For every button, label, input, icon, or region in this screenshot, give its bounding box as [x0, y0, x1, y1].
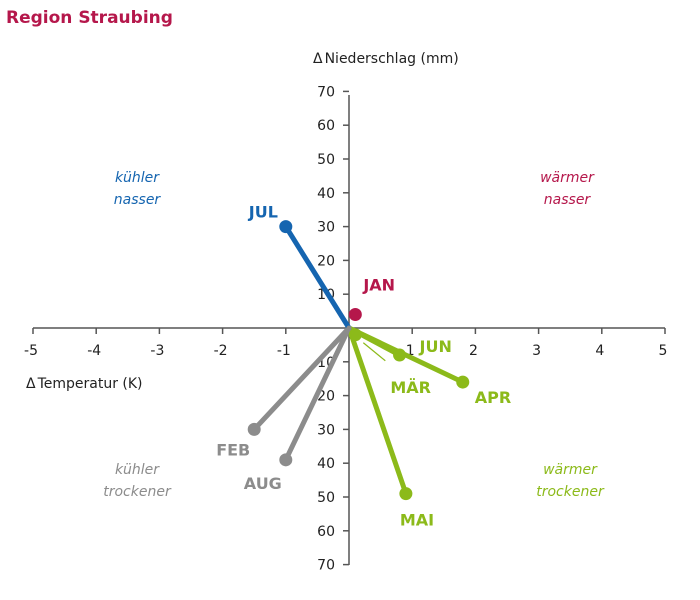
y-tick-label: 60	[317, 118, 335, 134]
vector-line-aug	[283, 325, 352, 463]
y-tick-label: 60	[317, 524, 335, 540]
y-axis-title: Δ Niederschlag (mm)	[313, 51, 459, 67]
y-tick-label: 30	[317, 422, 335, 438]
y-tick-label: 50	[317, 152, 335, 168]
label-jun: JUN	[419, 337, 452, 356]
quadrant-bottom-right-line1: wärmer	[543, 462, 598, 478]
x-axis-delta: Δ	[26, 376, 36, 392]
x-tick-label: -1	[277, 343, 291, 359]
y-tick-label: 50	[317, 490, 335, 506]
x-tick-label: 3	[532, 343, 541, 359]
chart-title: Region Straubing	[6, 8, 173, 28]
point-apr	[456, 375, 470, 389]
x-axis-label: Temperatur (K)	[37, 376, 143, 392]
point-aug	[279, 453, 293, 467]
point-mai	[399, 487, 413, 501]
quadrant-bottom-left-line2: trockener	[103, 484, 172, 500]
x-tick-label: 4	[595, 343, 604, 359]
x-tick-label: -3	[150, 343, 164, 359]
point-labels: JAN FEB MÄR APR MAI JUN JUL AUG	[216, 203, 511, 530]
leader-line-maer	[362, 342, 386, 362]
y-tick-label: 40	[317, 186, 335, 202]
tick-labels: -5-4-3-2-1123457060504030201010203040506…	[24, 84, 667, 573]
point-jan	[348, 307, 362, 321]
label-mai: MAI	[400, 511, 434, 530]
x-tick-label: 2	[469, 343, 478, 359]
quadrant-top-left-line1: kühler	[115, 170, 160, 186]
vector-line-mai	[346, 325, 409, 497]
quadrant-bottom-left-line1: kühler	[115, 462, 160, 478]
y-axis-label: Niederschlag (mm)	[325, 51, 459, 67]
quadrant-top-left-line2: nasser	[114, 192, 162, 208]
y-tick-label: 30	[317, 220, 335, 236]
label-jul: JUL	[248, 203, 278, 222]
quadrant-labels: kühler nasser wärmer nasser kühler trock…	[103, 170, 605, 500]
x-axis-title: Δ Temperatur (K)	[26, 376, 143, 392]
y-tick-label: 40	[317, 456, 335, 472]
label-apr: APR	[475, 388, 511, 407]
label-jan: JAN	[362, 275, 395, 294]
y-tick-label: 20	[317, 253, 335, 269]
x-tick-label: -4	[87, 343, 101, 359]
x-tick-label: -5	[24, 343, 38, 359]
vector-line-feb	[251, 325, 352, 432]
quadrant-bottom-right-line2: trockener	[536, 484, 605, 500]
label-aug: AUG	[244, 474, 282, 493]
quadrant-top-right-line1: wärmer	[540, 170, 595, 186]
label-feb: FEB	[216, 440, 250, 459]
point-jul	[279, 220, 293, 234]
data-points	[247, 220, 470, 501]
y-axis-delta: Δ	[313, 51, 323, 67]
point-feb	[247, 422, 261, 436]
y-tick-label: 70	[317, 558, 335, 574]
point-mär	[348, 328, 362, 342]
point-jun	[393, 348, 407, 362]
x-tick-label: 1	[406, 343, 415, 359]
y-tick-label: 20	[317, 389, 335, 405]
label-mär: MÄR	[390, 378, 431, 397]
x-tick-label: 5	[659, 343, 668, 359]
quadrant-top-right-line2: nasser	[544, 192, 592, 208]
x-tick-label: -2	[214, 343, 228, 359]
y-tick-label: 70	[317, 84, 335, 100]
vector-line-jul	[283, 224, 352, 331]
